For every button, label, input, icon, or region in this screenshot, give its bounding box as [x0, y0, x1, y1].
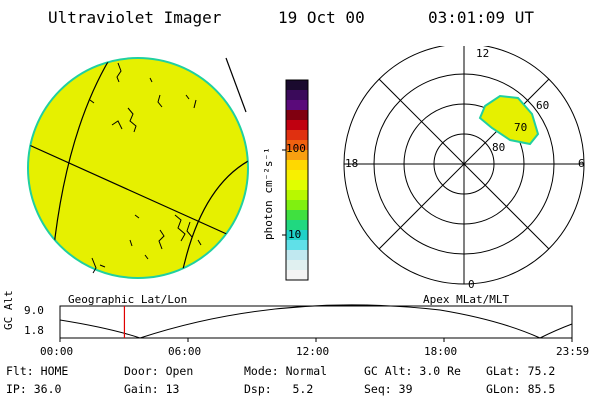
altitude-xtick-0: 00:00 [40, 345, 74, 358]
polar-lat-80: 80 [492, 141, 506, 154]
status-seq: Seq: 39 [364, 382, 413, 396]
colorbar-band [286, 100, 308, 111]
observation-date: 19 Oct 00 [278, 8, 365, 27]
colorbar-band [286, 170, 308, 181]
colorbar-band [286, 160, 308, 171]
ip-value: 36.0 [33, 382, 62, 396]
colorbar-band [286, 140, 308, 151]
altitude-plot [59, 304, 573, 342]
colorbar-band [286, 190, 308, 201]
door-value: Open [165, 364, 194, 378]
colorbar-band [286, 270, 308, 281]
polar-label-right: 6 [578, 157, 585, 170]
polar-lat-60: 60 [536, 99, 550, 112]
colorbar-tick-10: 10 [288, 228, 302, 241]
dsp-value: 5.2 [292, 382, 314, 396]
instrument-title: Ultraviolet Imager [48, 8, 222, 27]
colorbar-band [286, 90, 308, 101]
status-mode: Mode: Normal [244, 364, 328, 378]
colorbar-band [286, 230, 308, 241]
colorbar-band [286, 110, 308, 121]
glat-value: 75.2 [527, 364, 556, 378]
colorbar-band [286, 80, 308, 91]
colorbar-band [286, 200, 308, 211]
altitude-xtick-4: 23:59 [556, 345, 590, 358]
geographic-caption: Geographic Lat/Lon [68, 293, 188, 306]
polar-lat-70: 70 [514, 121, 528, 134]
coastline-outlines [89, 62, 202, 274]
altitude-ytick-high: 9.0 [24, 304, 44, 317]
colorbar-band [286, 130, 308, 141]
polar-mlt-plot [343, 46, 585, 285]
altitude-ytick-low: 1.8 [24, 324, 44, 337]
polar-label-bottom: 0 [468, 278, 475, 291]
colorbar-band [286, 260, 308, 271]
altitude-xtick-2: 12:00 [296, 345, 330, 358]
seq-value: 39 [398, 382, 413, 396]
colorbar-band [286, 220, 308, 231]
status-door: Door: Open [124, 364, 194, 378]
status-gain: Gain: 13 [124, 382, 180, 396]
glon-value: 85.5 [527, 382, 556, 396]
apex-caption: Apex MLat/MLT [423, 293, 510, 306]
flt-value: HOME [40, 364, 69, 378]
status-glon: GLon: 85.5 [486, 382, 556, 396]
status-flt: Flt: HOME [6, 364, 69, 378]
colorbar-unit-label: photon cm⁻²s⁻¹ [262, 147, 275, 240]
status-gcalt: GC Alt: 3.0 Re [364, 364, 461, 378]
polar-label-top: 12 [476, 47, 490, 60]
gain-value: 13 [165, 382, 180, 396]
colorbar-band [286, 180, 308, 191]
colorbar-band [286, 240, 308, 251]
status-dsp: Dsp: 5.2 [244, 382, 314, 396]
geographic-image [27, 57, 249, 279]
observation-time: 03:01:09 UT [428, 8, 534, 27]
colorbar-tick-100: 100 [286, 142, 306, 155]
mode-value: Normal [285, 364, 328, 378]
polar-label-left: 18 [345, 157, 359, 170]
colorbar-band [286, 120, 308, 131]
colorbar-band [286, 210, 308, 221]
altitude-ylabel: GC Alt [2, 290, 15, 330]
status-ip: IP: 36.0 [6, 382, 62, 396]
auroral-oval [478, 94, 540, 146]
status-glat: GLat: 75.2 [486, 364, 556, 378]
altitude-xtick-3: 18:00 [424, 345, 458, 358]
gcalt-value: 3.0 Re [419, 364, 461, 378]
altitude-xtick-1: 06:00 [168, 345, 202, 358]
colorbar-band [286, 150, 308, 161]
colorbar-band [286, 250, 308, 261]
color-scale-bar [282, 79, 309, 281]
